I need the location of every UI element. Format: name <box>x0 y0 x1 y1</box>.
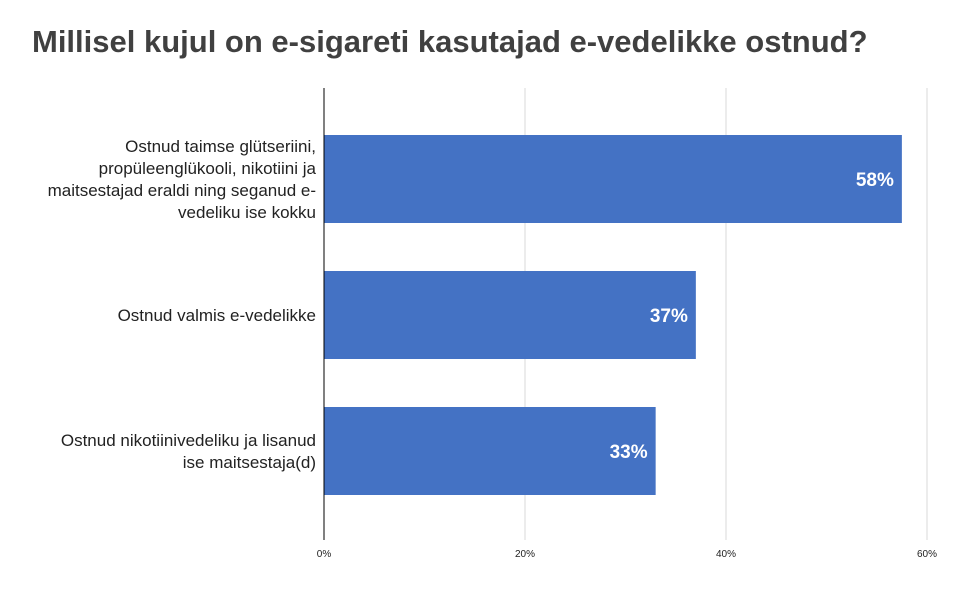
category-label-line: Ostnud taimse glütseriini, <box>125 137 316 156</box>
category-label-line: Ostnud nikotiinivedeliku ja lisanud <box>61 431 316 450</box>
category-label-line: vedeliku ise kokku <box>178 203 316 222</box>
category-label-line: maitsestajad eraldi ning seganud e- <box>48 181 316 200</box>
x-tick-label: 20% <box>515 549 535 560</box>
category-label: Ostnud nikotiinivedeliku ja lisanud ise m… <box>61 431 316 472</box>
bar <box>324 271 696 359</box>
chart-title: Millisel kujul on e-sigareti kasutajad e… <box>32 24 868 59</box>
x-tick-label: 0% <box>317 549 332 560</box>
category-label-line: ise maitsestaja(d) <box>183 453 316 472</box>
category-label: Ostnud valmis e-vedelikke <box>118 306 316 325</box>
category-label: Ostnud taimse glütseriini, propüleenglüko… <box>48 137 317 222</box>
data-label: 58% <box>856 170 894 191</box>
labels: 0% 20% 40% 60% 58% Ostnud taimse glütseriini,… <box>48 137 938 560</box>
bar <box>324 135 902 223</box>
x-tick-label: 40% <box>716 549 736 560</box>
bars <box>324 135 902 495</box>
bar <box>324 407 656 495</box>
category-label-line: Ostnud valmis e-vedelikke <box>118 306 316 325</box>
x-tick-label: 60% <box>917 549 937 560</box>
data-label: 33% <box>610 442 648 463</box>
data-label: 37% <box>650 306 688 327</box>
category-label-line: propüleenglükooli, nikotiini ja <box>99 159 317 178</box>
